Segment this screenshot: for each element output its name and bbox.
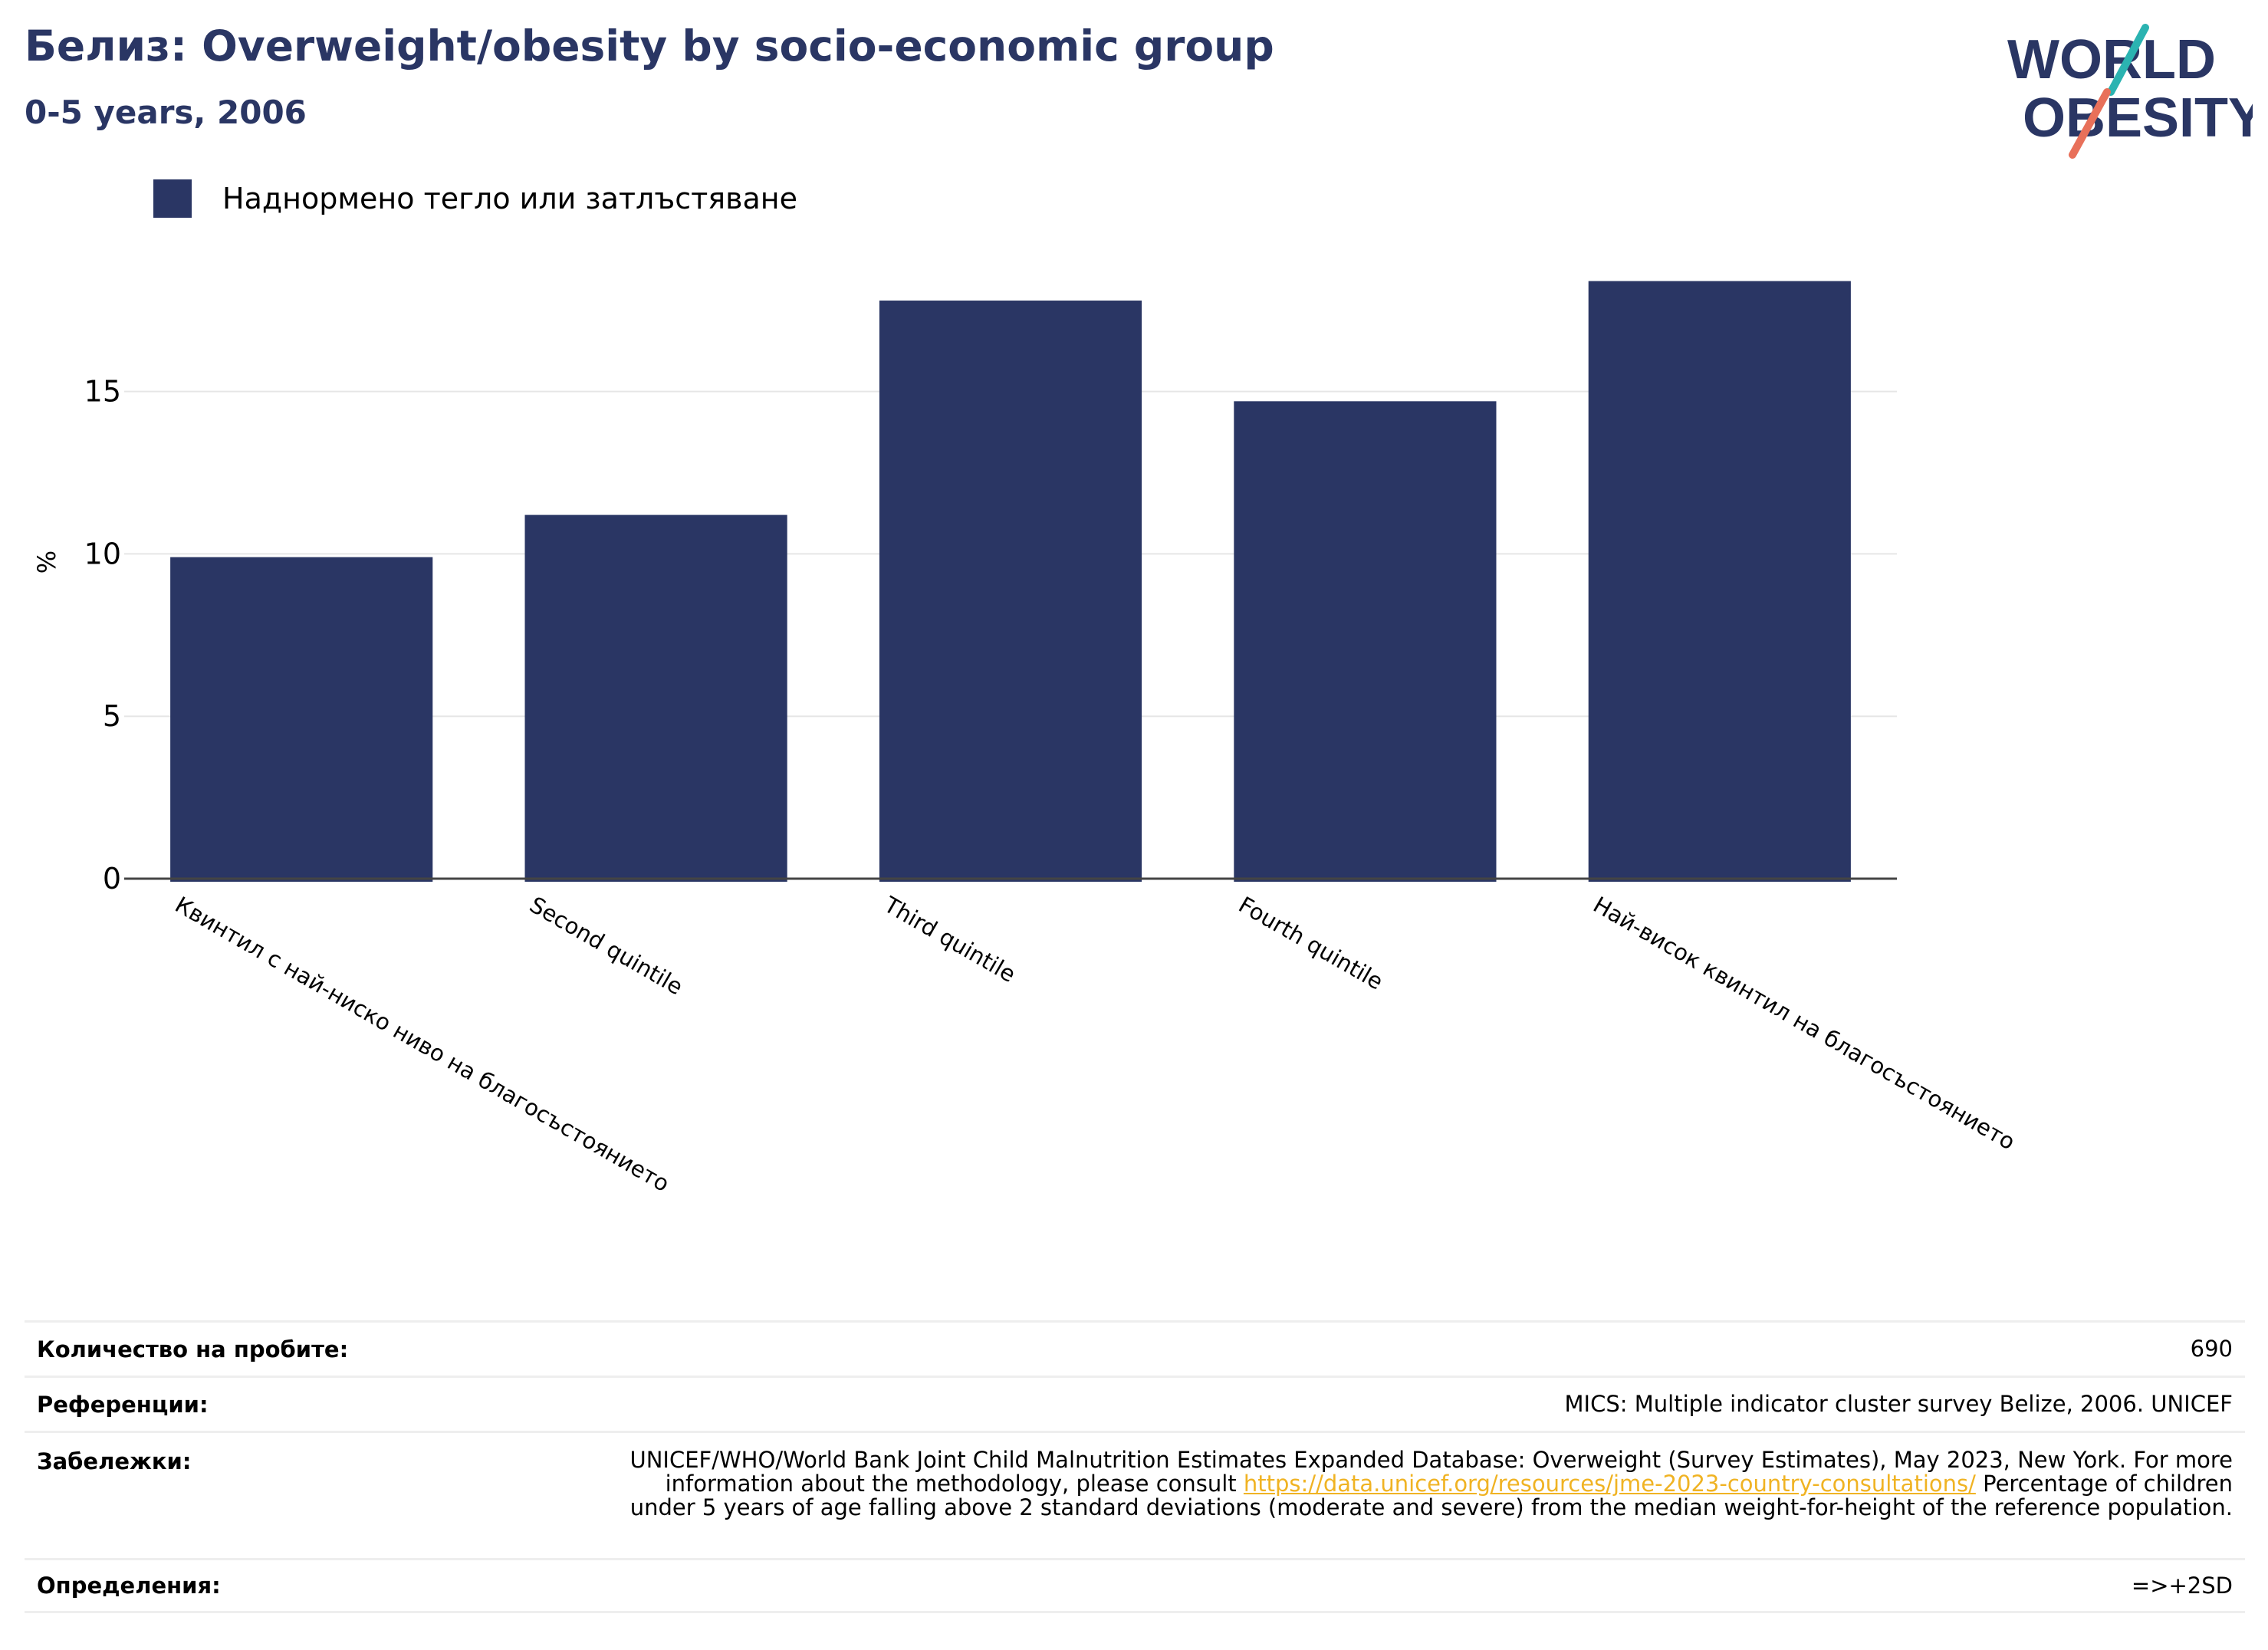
notes-text-before: UNICEF/WHO/World Bank Joint Child Malnut… — [629, 1447, 2233, 1497]
bar — [1588, 281, 1851, 883]
sample-size-value: 690 — [2190, 1336, 2233, 1362]
footer-row-notes: Забележки: UNICEF/WHO/World Bank Joint C… — [25, 1431, 2245, 1558]
definitions-label: Определения: — [37, 1573, 221, 1599]
references-label: Референции: — [37, 1391, 209, 1418]
page-title: Белиз: Overweight/obesity by socio-econo… — [25, 21, 1274, 71]
bar — [1234, 401, 1497, 882]
notes-label: Забележки: — [37, 1448, 192, 1474]
y-tick-label: 10 — [84, 537, 121, 570]
notes-link[interactable]: https://data.unicef.org/resources/jme-20… — [1243, 1471, 1976, 1497]
references-value: MICS: Multiple indicator cluster survey … — [1564, 1391, 2233, 1417]
notes-value: UNICEF/WHO/World Bank Joint Child Malnut… — [623, 1448, 2233, 1520]
chart-footer: Количество на пробите: 690 Референции: M… — [25, 1320, 2245, 1613]
page-subtitle: 0-5 years, 2006 — [25, 94, 307, 131]
legend-swatch — [153, 179, 192, 218]
footer-row-definitions: Определения: =>+2SD — [25, 1558, 2245, 1613]
y-tick-label: 5 — [103, 699, 121, 733]
logo-teal-slash — [2107, 24, 2149, 96]
notes-text-after: Percentage of children under 5 years of … — [629, 1471, 2233, 1520]
x-tick-label: Най-висок квинтил на благосъстоянието — [1589, 892, 2020, 1155]
chart-legend: Наднормено тегло или затлъстяване — [153, 179, 797, 218]
y-tick-label: 15 — [84, 375, 121, 409]
footer-row-references: Референции: MICS: Multiple indicator clu… — [25, 1376, 2245, 1431]
bar — [879, 301, 1142, 882]
y-tick-label: 0 — [103, 862, 121, 896]
x-tick-label: Third quintile — [879, 891, 1021, 988]
y-axis-label: % — [32, 551, 61, 574]
sample-size-label: Количество на пробите: — [37, 1336, 349, 1362]
bar — [170, 557, 433, 882]
x-tick-label: Fourth quintile — [1234, 892, 1388, 995]
bar — [524, 514, 787, 882]
world-obesity-logo: WORLD OBESITY — [2007, 24, 2253, 159]
x-tick-label: Second quintile — [525, 892, 687, 1001]
logo-coral-slash — [2069, 88, 2111, 159]
legend-label[interactable]: Наднормено тегло или затлъстяване — [222, 182, 797, 215]
footer-row-sample: Количество на пробите: 690 — [25, 1320, 2245, 1376]
logo-text-obesity: OBESITY — [2023, 87, 2253, 149]
definitions-value: =>+2SD — [2131, 1572, 2233, 1599]
logo-text-world: WORLD — [2007, 29, 2216, 90]
